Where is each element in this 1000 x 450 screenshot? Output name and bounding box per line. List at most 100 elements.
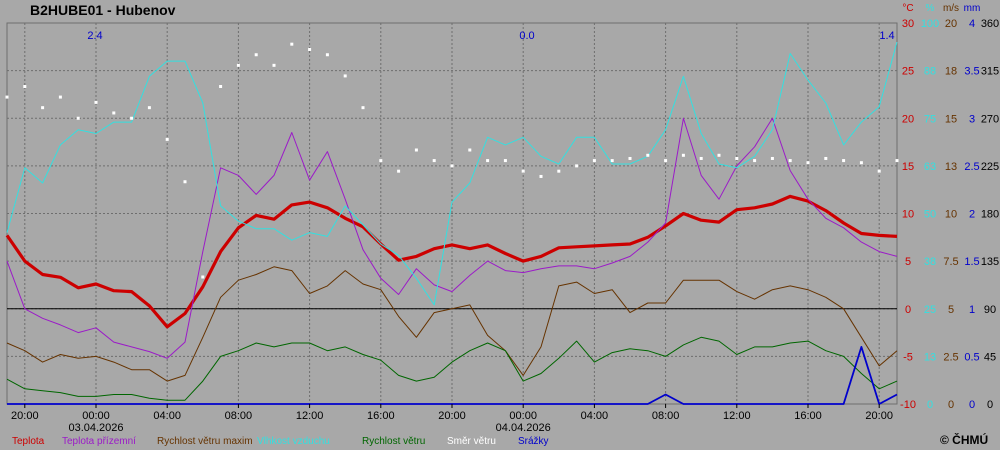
wind-direction-point [806, 161, 810, 165]
axis-tick-label: 3.5 [964, 66, 979, 78]
series-teplota-přízemní [6, 117, 898, 359]
axis-tick-label: 4 [969, 18, 975, 30]
wind-direction-point [877, 169, 881, 173]
wind-direction-point [450, 164, 454, 168]
wind-direction-point [325, 53, 329, 57]
wind-direction-point [165, 137, 169, 141]
axis-tick-label: 5 [905, 256, 911, 268]
wind-direction-point [521, 169, 525, 173]
wind-direction-point [681, 153, 685, 157]
axis-tick-label: 88 [924, 66, 936, 78]
axis-unit: °C [902, 3, 913, 14]
wind-direction-point [735, 156, 739, 160]
axis-unit: % [926, 3, 935, 14]
wind-direction-point [468, 148, 472, 152]
precip-sum-label: 2.4 [87, 30, 102, 42]
axis-tick-label: 7.5 [943, 256, 958, 268]
legend-entry: Rychlost větru [362, 436, 425, 447]
x-date-label: 04.04.2026 [496, 422, 551, 434]
series-teplota [5, 194, 898, 329]
wind-direction-point [575, 164, 579, 168]
axis-tick-label: 135 [981, 256, 999, 268]
axis-tick-label: 2 [969, 209, 975, 221]
series-vlhkost-vzduchu [6, 41, 898, 306]
wind-direction-point [486, 159, 490, 163]
wind-direction-point [272, 63, 276, 67]
axis-tick-label: 75 [924, 113, 936, 125]
x-tick-label: 20:00 [865, 410, 893, 422]
x-tick-label: 08:00 [652, 410, 680, 422]
axis-tick-label: 50 [924, 209, 936, 221]
legend-entry: Rychlost větru maxim [157, 436, 253, 447]
precip-sum-label: 0.0 [519, 30, 534, 42]
axis-tick-label: 13 [924, 351, 936, 363]
axis-tick-label: 20 [945, 18, 957, 30]
axis-tick-label: -10 [900, 399, 916, 411]
wind-direction-point [539, 174, 543, 178]
wind-direction-point [788, 159, 792, 163]
wind-direction-point [610, 159, 614, 163]
wind-direction-point [628, 156, 632, 160]
right-axes: °C-10-5051015202530%013253850637588100m/… [900, 3, 999, 411]
axis-tick-label: 15 [945, 113, 957, 125]
legend-entry: Teplota [12, 436, 45, 447]
wind-direction-point [646, 153, 650, 157]
wind-direction-point [824, 156, 828, 160]
axis-tick-label: 25 [924, 304, 936, 316]
axis-tick-label: 25 [902, 66, 914, 78]
axis-tick-label: 20 [902, 113, 914, 125]
wind-direction-point [397, 169, 401, 173]
wind-direction-point [842, 159, 846, 163]
wind-direction-point [130, 116, 134, 120]
wind-direction-point [414, 148, 418, 152]
axis-tick-label: 0 [927, 399, 933, 411]
axis-tick-label: 0.5 [964, 351, 979, 363]
wind-direction-point [183, 180, 187, 184]
axis-tick-label: 0 [948, 399, 954, 411]
x-tick-label: 12:00 [723, 410, 751, 422]
axis-tick-label: 38 [924, 256, 936, 268]
axis-tick-label: 90 [984, 304, 996, 316]
axis-tick-label: 10 [945, 209, 957, 221]
legend-entry: Směr větru [447, 436, 496, 447]
axis-tick-label: 10 [902, 209, 914, 221]
axis-tick-label: 2.5 [943, 351, 958, 363]
axis-tick-label: 315 [981, 66, 999, 78]
wind-direction-point [94, 100, 98, 104]
axis-unit: mm [964, 3, 981, 14]
wind-direction-point [379, 159, 383, 163]
station-title: B2HUBE01 - Hubenov [30, 2, 176, 18]
axis-tick-label: 18 [945, 66, 957, 78]
wind-direction-point [753, 159, 757, 163]
wind-direction-point [699, 156, 703, 160]
wind-direction-point [308, 47, 312, 51]
axis-tick-label: 2.5 [964, 161, 979, 173]
axis-tick-label: 45 [984, 351, 996, 363]
series-wind-direction [5, 42, 899, 279]
legend-entry: Teplota přízemní [62, 436, 136, 447]
axis-tick-label: 1.5 [964, 256, 979, 268]
x-tick-label: 12:00 [296, 410, 324, 422]
precipitation-daily-sums: 2.4 0.0 1.4 [87, 30, 894, 42]
axis-tick-label: 13 [945, 161, 957, 173]
legend-entry: Vlhkost vzduchu [257, 436, 330, 447]
axis-tick-label: 0 [969, 399, 975, 411]
precip-sum-label: 1.4 [879, 30, 894, 42]
x-tick-label: 20:00 [11, 410, 39, 422]
wind-direction-point [859, 161, 863, 165]
wind-direction-point [290, 42, 294, 46]
legend: Teplota Teplota přízemní Rychlost větru ma… [12, 436, 549, 447]
wind-direction-point [770, 156, 774, 160]
wind-direction-point [664, 159, 668, 163]
wind-direction-point [58, 95, 62, 99]
axis-tick-label: 63 [924, 161, 936, 173]
axis-tick-label: 0 [905, 304, 911, 316]
wind-direction-point [147, 106, 151, 110]
series-rychlost-větru [6, 336, 898, 401]
axis-tick-label: 15 [902, 161, 914, 173]
wind-direction-point [343, 74, 347, 78]
wind-direction-point [41, 106, 45, 110]
wind-direction-point [112, 111, 116, 115]
